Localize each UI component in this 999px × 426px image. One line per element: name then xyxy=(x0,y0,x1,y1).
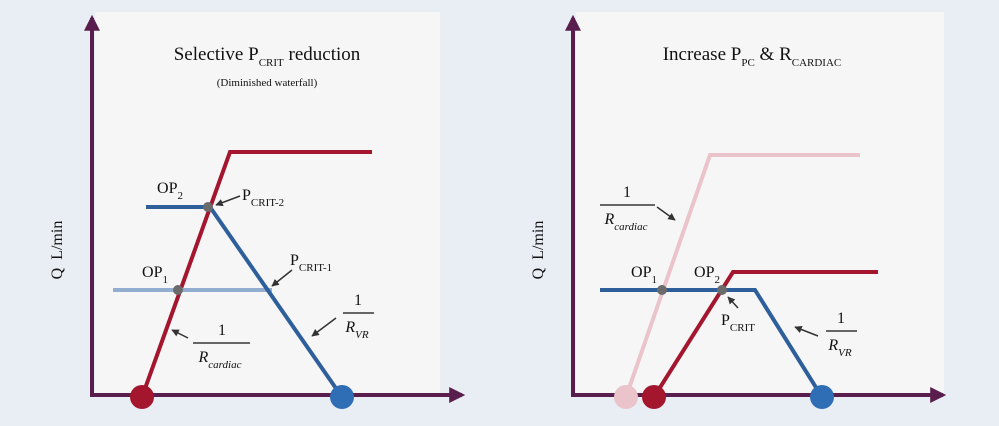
y-axis-label: Q L/min xyxy=(530,221,547,280)
arrow xyxy=(794,325,819,337)
fraction-denominator: RVR xyxy=(344,319,369,341)
arrow xyxy=(171,329,189,339)
arrow xyxy=(271,269,293,287)
cardiac-curve xyxy=(140,150,372,398)
operating-point xyxy=(173,285,183,295)
title-sub: CARDIAC xyxy=(792,57,842,69)
title-text: Selective P xyxy=(174,44,259,65)
label: PCRIT-1 xyxy=(290,252,332,274)
arrow xyxy=(311,317,337,337)
label: OP2 xyxy=(157,180,183,202)
label-sub: CRIT-1 xyxy=(299,262,332,274)
fraction-denominator: Rcardiac xyxy=(604,211,648,233)
panel-subtitle: (Diminished waterfall) xyxy=(217,77,318,89)
title-sub: PC xyxy=(741,57,754,69)
panel-title: Selective PCRIT reduction xyxy=(174,44,361,69)
operating-point xyxy=(203,202,213,212)
label-sub: CRIT-2 xyxy=(251,197,284,209)
fraction-numerator: 1 xyxy=(218,322,226,339)
pressure-point xyxy=(810,385,834,409)
label-sub: cardiac xyxy=(208,359,241,371)
pressure-point xyxy=(130,385,154,409)
label-text: R xyxy=(604,211,615,228)
title-sub: CRIT xyxy=(259,57,284,69)
label: OP2 xyxy=(694,264,720,286)
fraction-numerator: 1 xyxy=(623,184,631,201)
operating-point xyxy=(657,285,667,295)
fraction-numerator: 1 xyxy=(837,310,845,327)
fraction-denominator: Rcardiac xyxy=(198,349,242,371)
label-text: R xyxy=(198,349,209,366)
cardiac-curve xyxy=(652,270,878,399)
y-axis-label: Q L/min xyxy=(49,221,66,280)
pressure-point xyxy=(614,385,638,409)
panel-bg xyxy=(95,12,440,395)
title-text: reduction xyxy=(284,44,361,65)
arrow xyxy=(656,206,676,221)
label-sub: 2 xyxy=(714,274,720,286)
panel-title: Increase PPC & RCARDIAC xyxy=(663,44,842,69)
label-text: OP xyxy=(142,264,163,281)
label-sub: 2 xyxy=(177,190,183,202)
label-sub: VR xyxy=(355,329,369,341)
label-text: R xyxy=(344,319,355,336)
label-sub: cardiac xyxy=(614,221,647,233)
cardiac-curve-old xyxy=(624,153,860,398)
arrow xyxy=(727,296,739,309)
label-text: OP xyxy=(157,180,178,197)
label-text: R xyxy=(827,337,838,354)
fraction-denominator: RVR xyxy=(827,337,852,359)
label: OP1 xyxy=(142,264,168,286)
pressure-point xyxy=(330,385,354,409)
label-sub: 1 xyxy=(651,274,657,286)
label-text: OP xyxy=(631,264,652,281)
label-text: P xyxy=(721,312,730,329)
label-text: OP xyxy=(694,264,715,281)
label-text: P xyxy=(242,187,251,204)
label: PCRIT xyxy=(721,312,755,334)
panel-bg xyxy=(576,12,944,395)
label-sub: VR xyxy=(838,347,852,359)
pressure-point xyxy=(642,385,666,409)
title-text: & R xyxy=(755,44,792,65)
operating-point xyxy=(717,285,727,295)
label-sub: 1 xyxy=(162,274,168,286)
title-text: Increase P xyxy=(663,44,742,65)
venous-return xyxy=(600,288,824,399)
label-text: P xyxy=(290,252,299,269)
arrow xyxy=(215,195,241,207)
fraction-numerator: 1 xyxy=(354,292,362,309)
label: PCRIT-2 xyxy=(242,187,284,209)
label: OP1 xyxy=(631,264,657,286)
label-sub: CRIT xyxy=(730,322,755,334)
